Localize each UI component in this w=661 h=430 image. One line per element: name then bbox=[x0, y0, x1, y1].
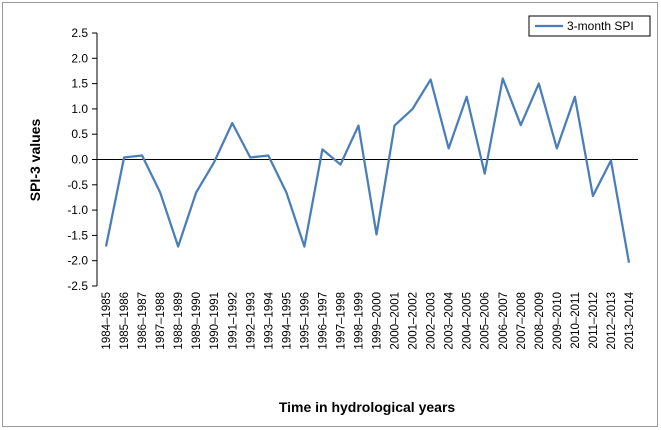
x-tick-label: 1997–1998 bbox=[335, 292, 347, 350]
x-tick-label: 1999–2000 bbox=[372, 292, 384, 350]
x-tick-label: 2013–2014 bbox=[624, 291, 636, 349]
x-tick-label: 2012–2013 bbox=[606, 292, 618, 350]
x-tick-label: 1985–1986 bbox=[119, 292, 131, 350]
y-tick-label: 2.5 bbox=[71, 26, 88, 40]
x-tick-label: 1990–1991 bbox=[209, 292, 221, 350]
y-tick-label: -0.5 bbox=[67, 178, 88, 192]
legend-label: 3-month SPI bbox=[567, 19, 634, 33]
y-tick-label: -2.5 bbox=[67, 279, 88, 293]
y-tick-label: 1.0 bbox=[71, 102, 88, 116]
x-tick-label: 1992–1993 bbox=[245, 292, 257, 350]
x-tick-label: 2011–2012 bbox=[588, 292, 600, 349]
x-axis-title: Time in hydrological years bbox=[279, 399, 456, 415]
x-tick-label: 1989–1990 bbox=[191, 292, 203, 350]
y-tick-label: 0.5 bbox=[71, 127, 88, 141]
y-tick-label: 1.5 bbox=[71, 77, 88, 91]
x-tick-label: 2000–2001 bbox=[390, 292, 402, 350]
x-tick-label: 1994–1995 bbox=[281, 292, 293, 350]
x-tick-label: 2007–2008 bbox=[516, 292, 528, 350]
x-tick-label: 2001–2002 bbox=[408, 292, 420, 350]
series-line bbox=[104, 77, 631, 263]
x-tick-label: 1984–1985 bbox=[101, 292, 113, 350]
x-tick-label: 2009–2010 bbox=[552, 292, 564, 350]
legend-box bbox=[528, 15, 651, 37]
x-tick-label: 2008–2009 bbox=[534, 292, 546, 350]
x-tick-label: 1991–1992 bbox=[227, 292, 239, 350]
x-tick-label: 2010–2011 bbox=[570, 292, 582, 349]
y-tick-label: 0.0 bbox=[71, 153, 88, 167]
x-tick-label: 2004–2005 bbox=[462, 292, 474, 350]
x-tick-label: 1988–1989 bbox=[173, 292, 185, 350]
x-tick-label: 2003–2004 bbox=[444, 291, 456, 349]
x-tick-label: 2006–2007 bbox=[498, 292, 510, 350]
x-tick-label: 2005–2006 bbox=[480, 292, 492, 350]
x-tick-label: 1998–1999 bbox=[353, 292, 365, 350]
x-tick-label: 1986–1987 bbox=[137, 292, 149, 350]
y-axis-title: SPI-3 values bbox=[27, 119, 43, 202]
x-tick-label: 1995–1996 bbox=[299, 292, 311, 350]
x-tick-label: 1993–1994 bbox=[263, 291, 275, 349]
x-tick-label: 1996–1997 bbox=[317, 292, 329, 350]
y-tick-label: 2.0 bbox=[71, 51, 88, 65]
y-tick-label: -1.5 bbox=[67, 228, 88, 242]
y-tick-label: -1.0 bbox=[67, 203, 88, 217]
x-tick-label: 1987–1988 bbox=[155, 292, 167, 350]
x-tick-label: 2002–2003 bbox=[426, 292, 438, 350]
y-tick-label: -2.0 bbox=[67, 254, 88, 268]
